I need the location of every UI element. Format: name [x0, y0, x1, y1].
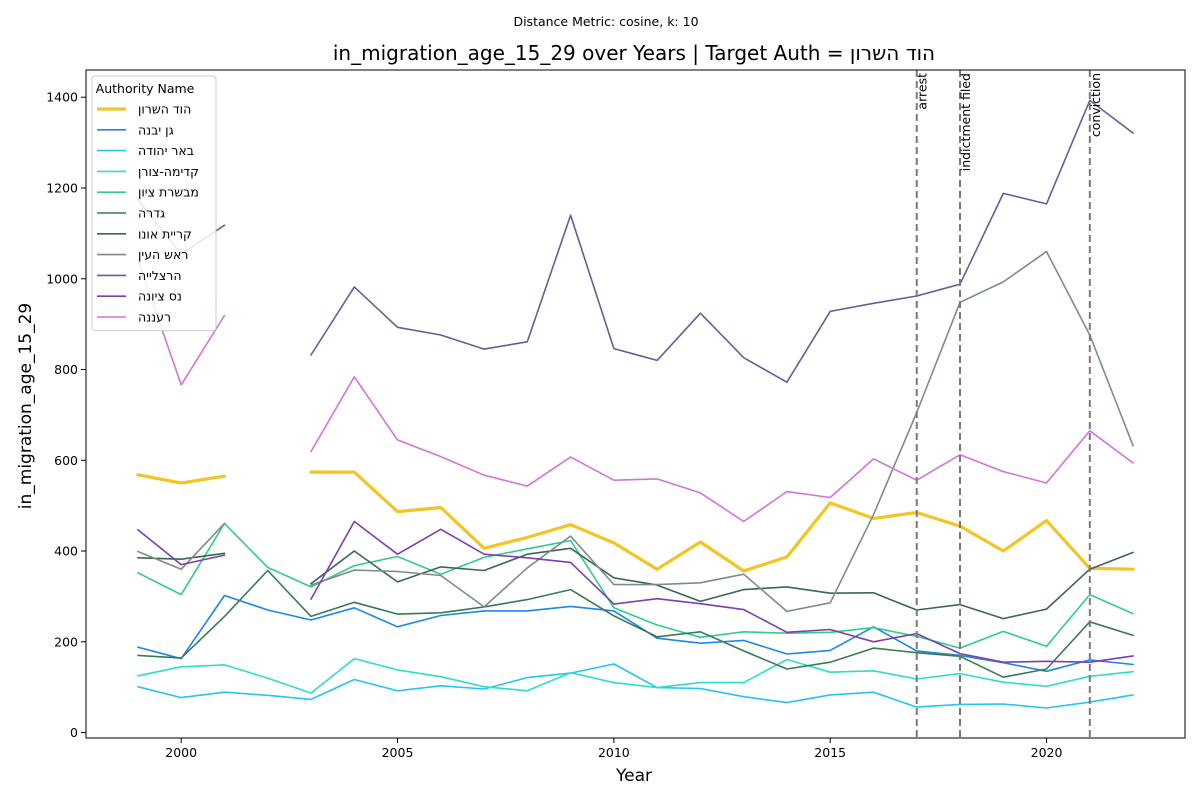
- x-tick-label-4: 2020: [1031, 745, 1063, 760]
- legend-label-9: נס ציונה: [138, 289, 182, 304]
- x-tick-label-1: 2005: [382, 745, 414, 760]
- series-line-0-seg-1: [309, 470, 1135, 573]
- event-label-1: indictment filed: [958, 73, 973, 171]
- legend-label-3: קדימה-צורן: [138, 164, 199, 179]
- plot-area: [136, 70, 1135, 738]
- y-tick-label-2: 400: [54, 544, 78, 559]
- chart-suptitle: Distance Metric: cosine, k: 10: [513, 14, 698, 29]
- axes: 2000 2005 2010 2015 2020 0 200 400 600 800 1000 120…: [46, 69, 1186, 760]
- series-line-0-seg-0: [136, 473, 227, 485]
- x-tick-label-0: 2000: [165, 745, 197, 760]
- legend-label-7: ראש העין: [138, 247, 188, 262]
- series-line-6-seg-0: [137, 552, 226, 561]
- legend-box: [91, 75, 217, 332]
- legend-label-8: הרצלייה: [138, 268, 182, 283]
- series-line-3-seg-0: [137, 657, 1134, 694]
- y-tick-label-5: 1000: [46, 271, 78, 286]
- x-tick-label-2: 2010: [598, 745, 630, 760]
- series-line-8-seg-1: [310, 99, 1134, 384]
- y-tick-label-4: 800: [54, 362, 78, 377]
- x-axis-label: Year: [615, 766, 652, 786]
- event-label-0: arrest: [915, 73, 930, 110]
- series-line-7-seg-0: [137, 522, 226, 571]
- y-axis-label: in_migration_age_15_29: [16, 303, 36, 509]
- series-line-1-seg-0: [137, 594, 1134, 673]
- x-tick-label-3: 2015: [814, 745, 846, 760]
- axes-frame: [85, 69, 1186, 739]
- legend-label-4: מבשרת ציון: [138, 185, 199, 200]
- legend-label-6: קריית אונו: [138, 226, 192, 241]
- series-line-6-seg-1: [310, 547, 1134, 620]
- legend-title: Authority Name: [96, 81, 195, 96]
- chart-title: in_migration_age_15_29 over Years | Targ…: [333, 41, 935, 65]
- legend-label-5: גדרה: [138, 206, 165, 221]
- legend-label-1: גן יבנה: [138, 122, 174, 137]
- y-tick-label-0: 0: [70, 725, 78, 740]
- y-tick-label-6: 1200: [46, 180, 78, 195]
- series-line-4-seg-0: [137, 522, 1134, 649]
- legend-label-0: הוד השרון: [138, 102, 191, 117]
- series-line-7-seg-1: [310, 250, 1134, 613]
- series-line-10-seg-1: [310, 375, 1134, 523]
- y-tick-label-1: 200: [54, 634, 78, 649]
- legend-label-2: באר יהודה: [138, 143, 194, 158]
- y-tick-label-7: 1400: [46, 90, 78, 105]
- y-tick-label-3: 600: [54, 453, 78, 468]
- series-line-9-seg-1: [310, 520, 1134, 664]
- series-line-2-seg-0: [137, 663, 1134, 709]
- series-line-5-seg-0: [137, 569, 1134, 679]
- legend-label-10: רעננה: [138, 310, 171, 325]
- event-label-2: conviction: [1088, 73, 1103, 137]
- series-line-9-seg-0: [137, 528, 226, 566]
- legend: Authority Name הוד השרון גן יבנה באר יהודה ק…: [91, 75, 217, 332]
